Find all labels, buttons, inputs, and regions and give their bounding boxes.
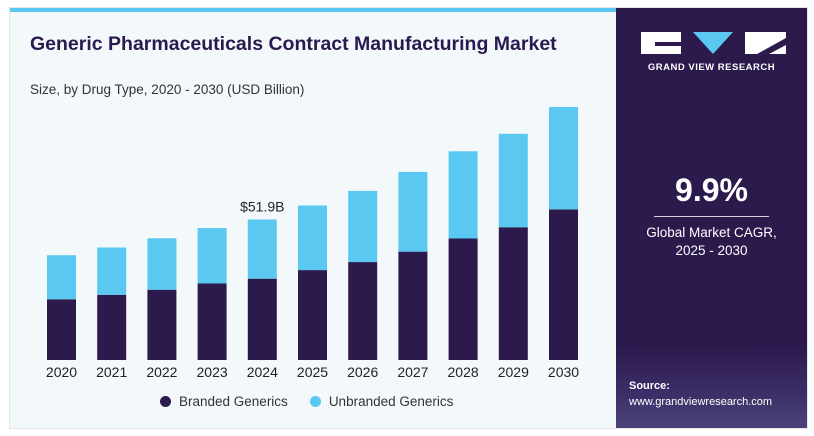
brand-name: GRAND VIEW RESEARCH bbox=[647, 62, 776, 73]
x-tick-label-2027: 2027 bbox=[397, 364, 428, 380]
bar-branded-2025 bbox=[298, 270, 327, 360]
cagr-label-line1: Global Market CAGR, bbox=[646, 225, 777, 240]
bar-unbranded-2025 bbox=[298, 205, 327, 271]
bar-branded-2022 bbox=[147, 289, 177, 360]
bar-unbranded-2022 bbox=[147, 238, 177, 290]
x-tick-label-2021: 2021 bbox=[96, 364, 127, 380]
bar-unbranded-2021 bbox=[97, 247, 127, 295]
infographic-frame: Generic Pharmaceuticals Contract Manufac… bbox=[9, 7, 808, 429]
cagr-divider bbox=[654, 216, 769, 217]
bar-unbranded-2028 bbox=[448, 151, 478, 239]
bar-branded-2030 bbox=[549, 209, 578, 360]
bar-branded-2021 bbox=[97, 294, 127, 360]
cagr-value: 9.9% bbox=[675, 172, 748, 208]
legend-label-branded: Branded Generics bbox=[179, 394, 288, 409]
source-url[interactable]: www.grandviewresearch.com bbox=[629, 396, 773, 408]
bar-branded-2023 bbox=[197, 283, 227, 360]
legend-item-unbranded: Unbranded Generics bbox=[309, 394, 454, 409]
legend-swatch-unbranded bbox=[309, 396, 321, 407]
x-tick-label-2030: 2030 bbox=[548, 364, 579, 380]
bar-unbranded-2020 bbox=[47, 255, 76, 300]
legend-swatch-branded bbox=[160, 396, 171, 407]
x-tick-label-2024: 2024 bbox=[247, 364, 278, 380]
x-tick-label-2022: 2022 bbox=[146, 364, 177, 380]
x-tick-label-2020: 2020 bbox=[46, 364, 77, 380]
cagr-label-line2: 2025 - 2030 bbox=[675, 243, 748, 258]
bar-chart: 2020 2021 2022 2023 2024 2025 2026 2027 2028 2029… bbox=[46, 107, 579, 380]
x-tick-label-2029: 2029 bbox=[498, 364, 529, 380]
x-tick-label-2028: 2028 bbox=[448, 364, 479, 380]
bar-unbranded-2023 bbox=[197, 228, 227, 284]
bar-branded-2027 bbox=[398, 251, 428, 360]
chart-title: Generic Pharmaceuticals Contract Manufac… bbox=[30, 33, 557, 55]
legend-label-unbranded: Unbranded Generics bbox=[328, 394, 454, 409]
x-tick-label-2025: 2025 bbox=[297, 364, 328, 380]
chart-legend: Branded Generics Unbranded Generics bbox=[160, 394, 475, 409]
bar-branded-2024 bbox=[247, 278, 277, 360]
x-tick-label-2023: 2023 bbox=[197, 364, 228, 380]
legend-item-branded: Branded Generics bbox=[160, 394, 288, 409]
bar-unbranded-2024 bbox=[247, 219, 277, 279]
bar-unbranded-2026 bbox=[348, 190, 378, 262]
bar-branded-2020 bbox=[47, 299, 76, 360]
chart-subtitle: Size, by Drug Type, 2020 - 2030 (USD Bil… bbox=[30, 82, 305, 97]
bar-unbranded-2027 bbox=[398, 171, 428, 252]
bar-branded-2029 bbox=[498, 227, 528, 360]
source-background bbox=[616, 346, 807, 428]
accent-bar bbox=[10, 8, 616, 12]
side-panel: GRAND VIEW RESEARCH 9.9% Global Market C… bbox=[616, 8, 807, 428]
data-label-2024: $51.9B bbox=[240, 199, 284, 215]
bar-branded-2028 bbox=[448, 238, 478, 360]
source-label: Source: bbox=[629, 380, 670, 392]
grand-view-research-logo bbox=[641, 32, 786, 54]
bar-unbranded-2029 bbox=[498, 133, 528, 228]
x-tick-label-2026: 2026 bbox=[347, 364, 378, 380]
bar-branded-2026 bbox=[348, 262, 378, 360]
bar-unbranded-2030 bbox=[549, 107, 578, 210]
cagr-label: Global Market CAGR, 2025 - 2030 bbox=[616, 224, 807, 260]
